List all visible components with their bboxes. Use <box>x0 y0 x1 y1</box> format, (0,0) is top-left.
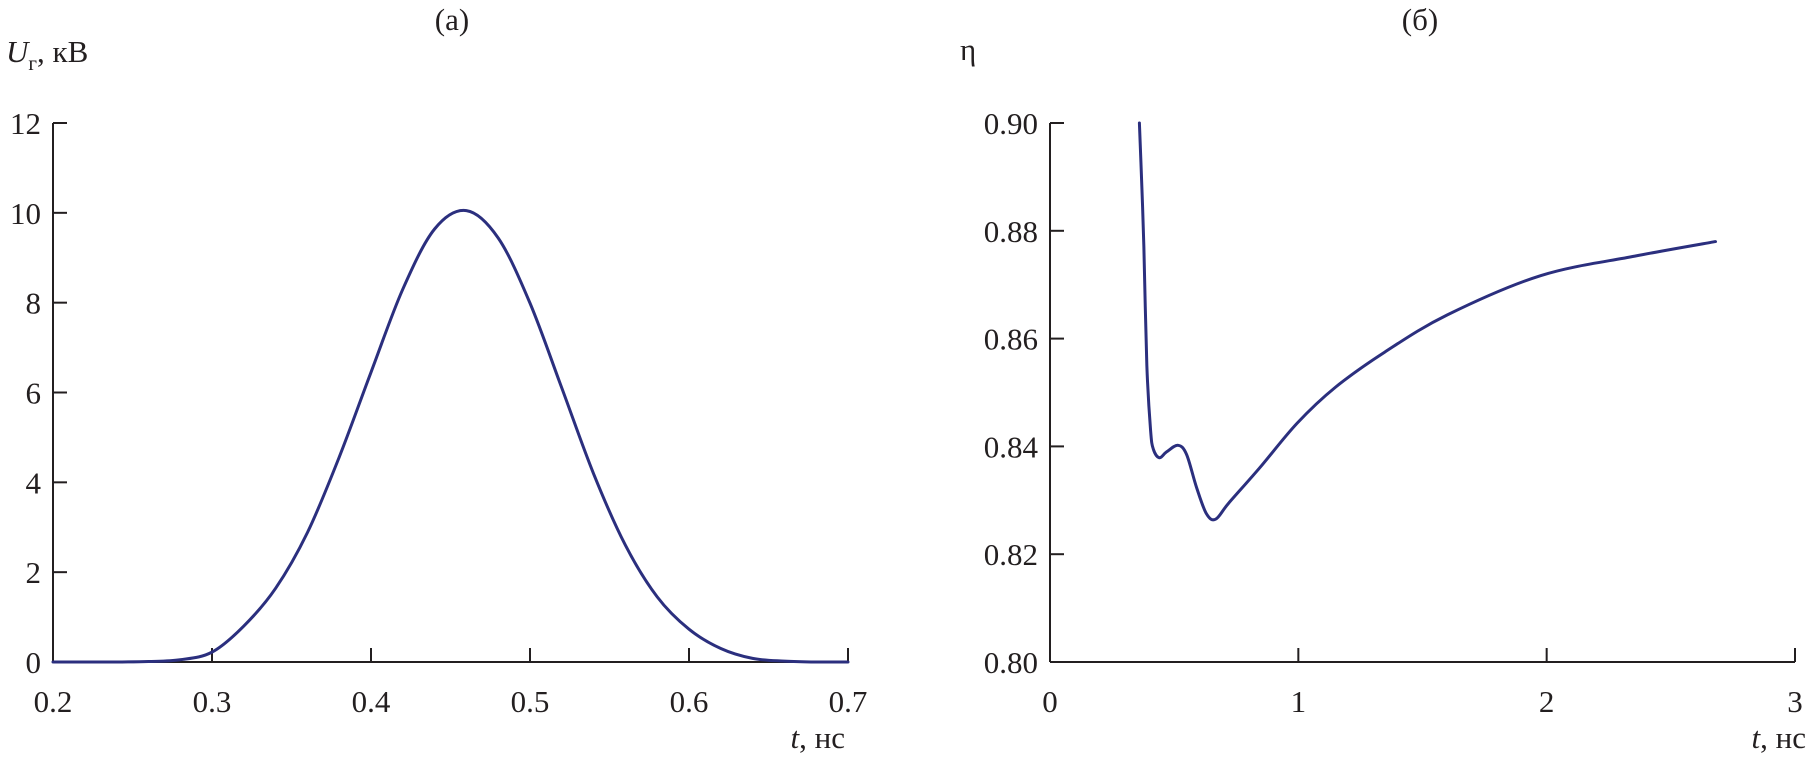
x-tick-label: 2 <box>1539 684 1555 719</box>
y-tick-label: 10 <box>10 196 41 231</box>
y-tick-label: 0 <box>26 645 42 680</box>
y-label-sub: г <box>28 51 37 75</box>
y-tick-label: 0.86 <box>984 322 1038 357</box>
y-tick-label: 12 <box>10 106 41 141</box>
y-tick-label: 2 <box>26 555 42 590</box>
panel-a: (а) Uг, кВ t, нс 0.2 0.3 0.4 0.5 0.6 0.7 0 2 4 6 8… <box>6 2 867 755</box>
panel-b-x-axis-label: t, нс <box>1752 720 1806 755</box>
panel-b: (б) η t, нс 0 1 2 3 0.80 0.82 0.84 0.86 0.88 0.90 <box>960 2 1806 755</box>
y-tick-label: 4 <box>26 465 42 500</box>
y-tick-label: 0.80 <box>984 645 1038 680</box>
x-tick-label: 0.5 <box>511 684 550 719</box>
x-label-var: t <box>1752 720 1762 755</box>
x-tick-label: 1 <box>1291 684 1307 719</box>
x-label-var: t <box>791 720 801 755</box>
panel-a-x-axis-label: t, нс <box>791 720 845 755</box>
x-tick-label: 3 <box>1787 684 1803 719</box>
x-label-unit: , нс <box>1760 720 1806 755</box>
x-tick-label: 0.3 <box>193 684 232 719</box>
panel-b-title: (б) <box>1402 2 1438 37</box>
x-tick-label: 0 <box>1042 684 1058 719</box>
y-tick-label: 6 <box>26 376 42 411</box>
x-tick-label: 0.4 <box>352 684 391 719</box>
y-tick-label: 0.90 <box>984 106 1038 141</box>
y-tick-label: 8 <box>26 286 42 321</box>
y-tick-label: 0.88 <box>984 214 1038 249</box>
y-tick-label: 0.84 <box>984 429 1039 464</box>
y-label-unit: , кВ <box>37 34 88 69</box>
x-tick-label: 0.7 <box>829 684 868 719</box>
x-tick-label: 0.6 <box>670 684 709 719</box>
panel-a-series-line <box>51 208 850 664</box>
panel-a-title: (а) <box>435 2 469 37</box>
x-tick-label: 0.2 <box>34 684 73 719</box>
y-tick-label: 0.82 <box>984 537 1038 572</box>
x-label-unit: , нс <box>799 720 845 755</box>
panel-b-ticks: 0 1 2 3 0.80 0.82 0.84 0.86 0.88 0.90 <box>984 106 1803 719</box>
panel-b-y-axis-label: η <box>960 32 976 67</box>
panel-a-ticks: 0.2 0.3 0.4 0.5 0.6 0.7 0 2 4 6 8 10 12 <box>10 106 867 719</box>
panel-b-series-line <box>1137 121 1718 522</box>
y-label-var: U <box>6 34 31 69</box>
panel-a-y-axis-label: Uг, кВ <box>6 34 88 75</box>
